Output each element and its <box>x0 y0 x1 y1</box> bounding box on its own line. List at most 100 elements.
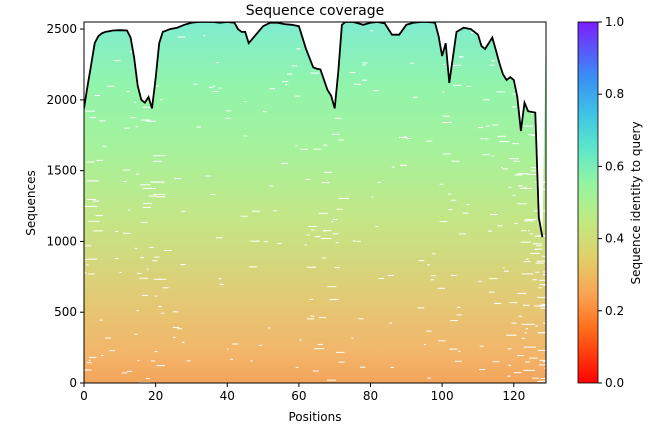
gap-streak <box>331 221 334 223</box>
gap-streak <box>208 86 213 88</box>
gap-streak <box>306 318 314 320</box>
gap-streak <box>534 248 543 250</box>
gap-streak <box>506 334 517 336</box>
gap-streak <box>530 113 534 115</box>
gap-streak <box>86 362 92 364</box>
gap-streak <box>514 223 518 225</box>
gap-streak <box>484 138 489 140</box>
gap-streak <box>140 257 145 259</box>
gap-streak <box>114 231 119 232</box>
gap-streak <box>541 255 546 257</box>
gap-streak <box>96 159 103 161</box>
gap-streak <box>543 361 546 363</box>
gap-streak <box>492 155 495 157</box>
gap-streak <box>517 292 527 294</box>
gap-streak <box>413 96 418 98</box>
gap-streak <box>513 160 520 162</box>
gap-streak <box>455 64 461 66</box>
gap-streak <box>212 85 216 87</box>
gap-streak <box>482 154 490 156</box>
gap-streak <box>442 122 452 123</box>
gap-streak <box>122 181 127 182</box>
gap-streak <box>322 230 332 232</box>
gap-streak <box>540 307 546 309</box>
gap-streak <box>375 225 379 227</box>
gap-streak <box>295 95 301 97</box>
gap-streak <box>513 372 522 374</box>
y-tick-label: 1000 <box>46 234 77 248</box>
gap-streak <box>543 322 546 324</box>
gap-streak <box>456 314 462 316</box>
gap-streak <box>309 298 314 300</box>
gap-streak <box>182 341 185 343</box>
gap-streak <box>448 209 453 211</box>
gap-streak <box>85 245 92 247</box>
gap-streak <box>525 361 530 363</box>
gap-streak <box>336 351 345 353</box>
gap-streak <box>273 210 278 212</box>
gap-streak <box>268 327 271 329</box>
gap-streak <box>338 361 345 363</box>
x-tick-label: 60 <box>291 389 306 403</box>
gap-streak <box>507 375 511 377</box>
gap-streak <box>88 258 98 260</box>
gap-streak <box>373 90 379 92</box>
gap-streak <box>295 145 298 147</box>
gap-streak <box>501 166 503 168</box>
gap-streak <box>542 271 546 273</box>
gap-streak <box>531 167 537 169</box>
gap-streak <box>537 296 546 298</box>
gap-streak <box>432 253 436 255</box>
gap-streak <box>439 221 448 222</box>
gap-streak <box>158 306 162 308</box>
gap-streak <box>492 361 500 363</box>
gap-streak <box>451 160 460 162</box>
colorbar-tick-label: 0.4 <box>605 232 624 246</box>
gap-streak <box>139 277 149 279</box>
gap-streak <box>451 274 457 276</box>
gap-streak <box>324 171 332 173</box>
gap-streak <box>523 261 531 263</box>
gap-streak <box>154 256 160 258</box>
gap-streak <box>136 272 142 274</box>
gap-streak <box>135 126 139 128</box>
gap-streak <box>173 336 176 338</box>
gap-streak <box>210 194 215 195</box>
gap-streak <box>456 306 461 308</box>
gap-streak <box>454 360 462 362</box>
gap-streak <box>310 315 315 317</box>
gap-streak <box>442 91 445 93</box>
gap-streak <box>329 299 339 301</box>
gap-streak <box>114 258 119 260</box>
plot-frame <box>83 21 547 384</box>
gap-streak <box>485 125 490 127</box>
y-tick-label: 2000 <box>46 93 77 107</box>
gap-streak <box>514 174 522 176</box>
gap-streak <box>489 278 498 280</box>
gap-streak <box>389 322 393 324</box>
gap-streak <box>449 348 458 350</box>
x-tick-label: 0 <box>80 389 88 403</box>
gap-streak <box>280 162 288 164</box>
gap-streak <box>240 215 248 217</box>
gap-streak <box>517 173 529 175</box>
gap-streak <box>539 380 546 382</box>
gap-streak <box>225 117 231 119</box>
gap-streak <box>539 364 546 366</box>
gap-streak <box>282 81 289 83</box>
gap-streak <box>497 225 503 227</box>
gap-streak <box>85 110 95 112</box>
gap-streak <box>162 287 169 289</box>
gap-streak <box>518 185 523 187</box>
gap-streak <box>129 51 134 53</box>
gap-streak <box>296 48 301 50</box>
gap-streak <box>508 186 512 188</box>
gap-streak <box>466 203 470 205</box>
gap-streak <box>203 35 206 37</box>
gap-streak <box>535 262 544 264</box>
gap-streak <box>121 372 128 374</box>
gap-streak <box>263 111 267 113</box>
gap-streak <box>277 243 282 245</box>
gap-streak <box>527 173 537 175</box>
gap-streak <box>154 351 158 353</box>
